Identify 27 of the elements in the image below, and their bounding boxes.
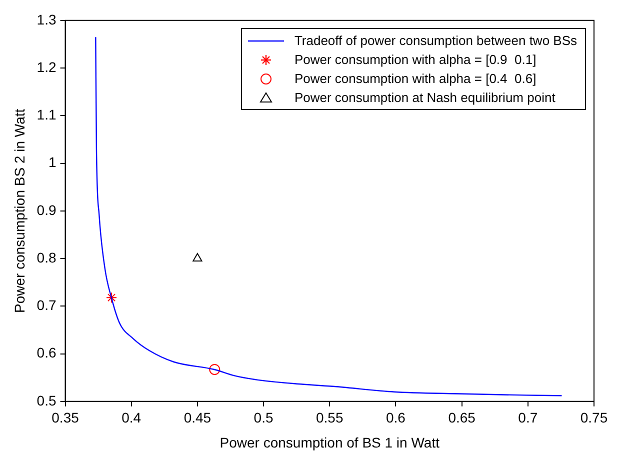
y-tick-label: 1 (48, 154, 56, 170)
x-tick-label: 0.4 (122, 410, 142, 426)
y-axis-title: Power consumption BS 2 in Watt (11, 108, 28, 313)
point (209, 364, 220, 375)
y-tick-label: 0.9 (36, 202, 56, 218)
x-tick-label: 0.45 (184, 410, 212, 426)
x-tick-label: 0.35 (52, 410, 80, 426)
legend-label: Power consumption with alpha = [0.4 0.6] (294, 71, 536, 86)
x-axis-title: Power consumption of BS 1 in Watt (220, 434, 440, 450)
x-tick-label: 0.65 (448, 410, 476, 426)
x-tick-label: 0.75 (580, 410, 608, 426)
y-tick-label: 1.2 (36, 58, 56, 75)
y-tick-label: 0.8 (36, 249, 56, 266)
y-tick-label: 0.7 (36, 297, 56, 314)
y-tick-label: 1.3 (36, 11, 56, 28)
point (106, 292, 118, 304)
y-tick-label: 0.5 (36, 392, 56, 408)
y-tick-label: 1.1 (36, 106, 56, 123)
x-tick-label: 0.6 (386, 410, 406, 426)
x-tick-label: 0.55 (316, 410, 344, 426)
legend-label: Tradeoff of power consumption between two BSs (294, 33, 577, 48)
x-tick-label: 0.7 (518, 410, 538, 426)
point (192, 253, 202, 262)
legend-label: Power consumption with alpha = [0.9 0.1] (294, 52, 536, 68)
y-tick-label: 0.6 (36, 344, 56, 361)
legend-label: Power consumption at Nash equilibrium point (294, 90, 556, 106)
x-tick-label: 0.5 (254, 410, 274, 426)
